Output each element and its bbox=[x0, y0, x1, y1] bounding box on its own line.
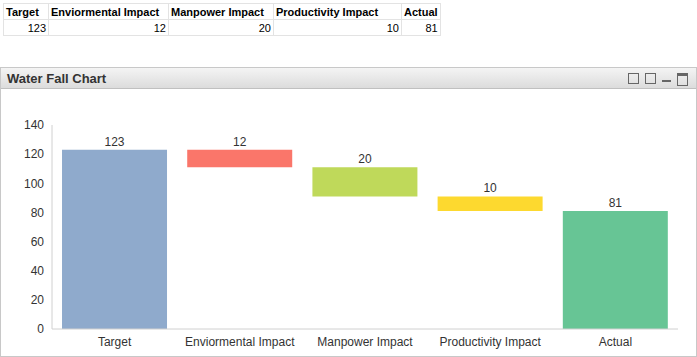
svg-text:Productivity Impact: Productivity Impact bbox=[440, 335, 542, 349]
html-text:10: 10 bbox=[386, 21, 399, 34]
html-text:Target: Target bbox=[6, 5, 39, 18]
svg-text:140: 140 bbox=[24, 118, 44, 132]
svg-text:81: 81 bbox=[609, 196, 623, 210]
svg-text:Actual: Actual bbox=[599, 335, 632, 349]
html-text:Enviormental Impact: Enviormental Impact bbox=[51, 5, 160, 18]
html-text:20: 20 bbox=[258, 21, 271, 34]
svg-text:120: 120 bbox=[24, 147, 44, 161]
svg-text:20: 20 bbox=[358, 152, 372, 166]
svg-text:100: 100 bbox=[24, 177, 44, 191]
svg-text:123: 123 bbox=[105, 135, 125, 149]
svg-text:0: 0 bbox=[37, 322, 44, 336]
svg-text:40: 40 bbox=[31, 264, 45, 278]
svg-text:10: 10 bbox=[483, 181, 497, 195]
html-text:Productivity Impact: Productivity Impact bbox=[276, 5, 379, 18]
svg-text:20: 20 bbox=[31, 293, 45, 307]
html-text:Manpower Impact: Manpower Impact bbox=[171, 5, 264, 18]
svg-text:80: 80 bbox=[31, 206, 45, 220]
html-text:81: 81 bbox=[425, 21, 438, 34]
html-text:Actual: Actual bbox=[404, 5, 438, 18]
svg-text:60: 60 bbox=[31, 235, 45, 249]
html-text:Water Fall Chart: Water Fall Chart bbox=[7, 70, 107, 86]
html-text:123: 123 bbox=[27, 21, 46, 34]
svg-text:Target: Target bbox=[98, 335, 132, 349]
html-text:12: 12 bbox=[153, 21, 166, 34]
svg-text:12: 12 bbox=[233, 135, 247, 149]
svg-text:Enviormental Impact: Enviormental Impact bbox=[185, 335, 295, 349]
svg-text:Manpower Impact: Manpower Impact bbox=[317, 335, 413, 349]
